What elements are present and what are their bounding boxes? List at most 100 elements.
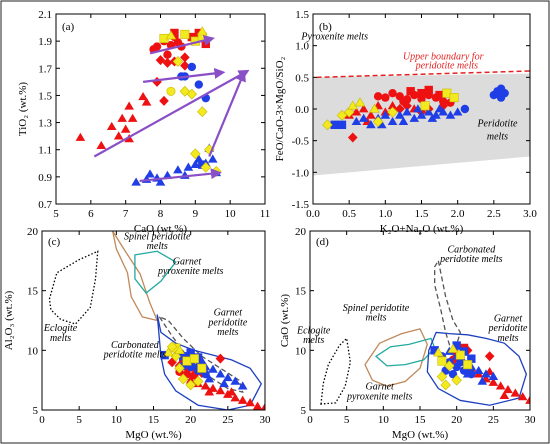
panel-label: (b): [319, 21, 332, 33]
data-point: [237, 381, 248, 390]
data-point: [369, 103, 380, 113]
data-point: [180, 29, 190, 39]
panel-label: (a): [62, 21, 75, 33]
data-point: [117, 113, 127, 122]
field-outline: [426, 331, 528, 406]
data-point: [186, 348, 195, 357]
y-tick-label: 0.7: [38, 199, 52, 211]
data-point: [155, 177, 166, 186]
y-tick-label: 0.9: [38, 172, 52, 184]
data-point: [460, 104, 470, 114]
y-tick-label: 1.1: [38, 145, 52, 157]
data-point: [452, 107, 463, 116]
y-axis-label: CaO (wt.%): [279, 294, 291, 347]
x-tick-label: 0: [39, 414, 45, 426]
x-tick-label: 11: [260, 208, 271, 220]
data-point: [351, 116, 362, 126]
y-tick-label: 10: [27, 345, 39, 357]
data-point: [204, 374, 215, 383]
y-tick-label: -0.5: [292, 136, 310, 148]
annotation: melts: [487, 131, 508, 142]
x-tick-label: 7: [123, 208, 129, 220]
data-point: [223, 372, 233, 382]
data-point: [440, 379, 451, 391]
data-point: [477, 376, 488, 385]
data-point: [200, 161, 211, 173]
y-tick-label: 0.5: [295, 72, 309, 84]
annotation: pyroxenite melts: [346, 391, 413, 402]
data-point: [226, 387, 237, 396]
data-point: [127, 113, 138, 122]
y-tick-label: 1.5: [295, 9, 309, 21]
data-point: [204, 387, 215, 396]
data-point: [96, 140, 107, 150]
x-axis-label: CaO (wt.%): [134, 223, 187, 235]
x-tick-label: 9: [193, 208, 199, 220]
data-point: [330, 120, 339, 130]
x-tick-label: 3.0: [523, 208, 537, 220]
data-point: [159, 95, 169, 106]
y-tick-label: 1.5: [38, 90, 52, 102]
data-point: [194, 80, 204, 89]
annotation: melts: [147, 241, 168, 252]
data-point: [215, 353, 226, 364]
data-point: [167, 357, 177, 368]
annotation: Garnet: [214, 308, 243, 319]
data-point: [445, 110, 456, 119]
data-point: [499, 390, 510, 400]
data-point: [113, 131, 124, 140]
plot-area: [48, 231, 265, 410]
data-point: [488, 371, 499, 380]
data-point: [190, 148, 201, 160]
data-point: [473, 365, 484, 374]
data-point: [178, 373, 189, 385]
data-point: [120, 124, 131, 133]
plot-area: [320, 259, 530, 406]
data-point: [173, 165, 183, 174]
data-point: [413, 104, 423, 113]
annotation: pyroxenite melts: [157, 266, 224, 277]
data-point: [124, 101, 134, 110]
y-tick-label: -1.5: [292, 199, 310, 211]
x-tick-label: 30: [525, 414, 537, 426]
annotation: Eclogite: [296, 326, 331, 337]
annotation: Garnet: [173, 256, 202, 267]
plot-area: [313, 70, 530, 176]
x-tick-label: 25: [222, 414, 234, 426]
data-point: [387, 101, 398, 110]
data-point: [381, 93, 390, 102]
data-point: [430, 346, 439, 355]
x-tick-label: 0: [307, 414, 313, 426]
x-tick-label: 5: [76, 414, 82, 426]
data-point: [451, 374, 462, 386]
data-point: [372, 116, 384, 128]
data-point: [197, 106, 208, 118]
data-point: [190, 159, 201, 169]
y-axis-label: TiO₂ (wt.%): [17, 82, 29, 136]
x-tick-label: 2.0: [451, 208, 465, 220]
annotation: Upper boundary for: [403, 52, 484, 63]
x-tick-label: 0.5: [342, 208, 356, 220]
data-point: [366, 120, 376, 129]
upper-boundary-line: [316, 70, 530, 79]
field-outline: [364, 328, 429, 387]
data-point: [351, 107, 362, 116]
data-point: [433, 347, 444, 357]
data-point: [192, 375, 204, 387]
x-tick-label: 10: [225, 208, 237, 220]
data-point: [75, 132, 86, 141]
data-point: [388, 88, 397, 98]
data-point: [230, 393, 241, 402]
x-tick-label: 10: [378, 414, 390, 426]
data-point: [387, 106, 398, 118]
annotation: Spinel peridotite: [124, 231, 191, 242]
data-point: [525, 395, 530, 404]
data-point: [166, 86, 176, 96]
data-point: [163, 347, 174, 357]
data-point: [145, 169, 155, 178]
annotation: melts: [217, 327, 238, 338]
data-point: [252, 401, 263, 410]
data-point: [260, 402, 265, 410]
